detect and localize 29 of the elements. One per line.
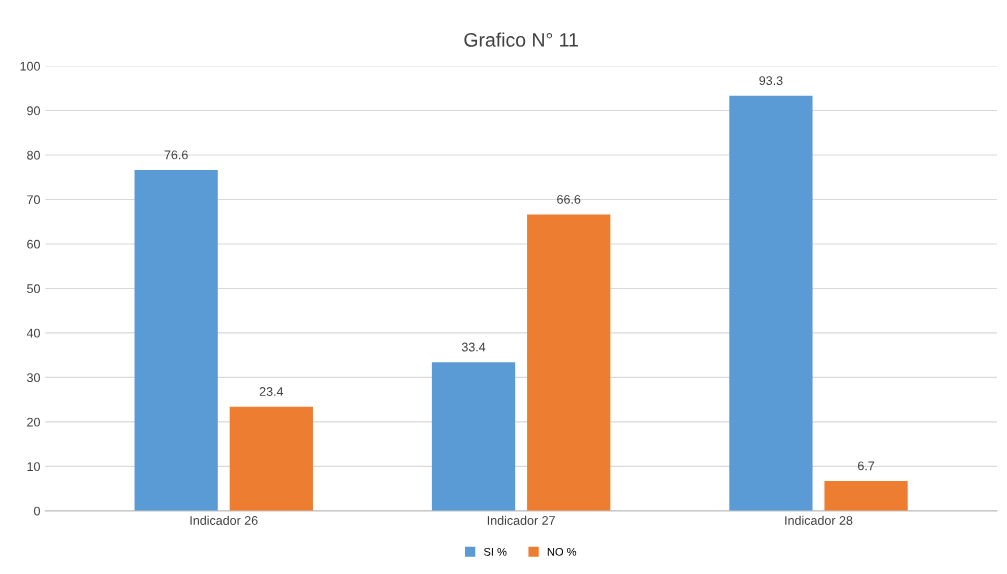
bar (729, 95, 813, 511)
y-tick-label: 0 (33, 506, 40, 516)
y-tick-label: 80 (27, 150, 40, 160)
bar (431, 362, 516, 511)
y-tick-label: 90 (27, 106, 40, 116)
y-tick-label: 60 (27, 239, 40, 249)
y-tick-label: 40 (26, 328, 40, 338)
data-label: 33.4 (461, 342, 486, 352)
data-label: 66.6 (557, 194, 581, 204)
y-tick-label: 10 (27, 462, 40, 472)
y-tick-label: 50 (27, 284, 40, 294)
chart-title: Grafico N° 11 (464, 32, 578, 47)
bar (824, 481, 908, 511)
y-tick-label: 20 (27, 417, 40, 427)
y-tick-label: 70 (27, 195, 40, 205)
y-tick-label: 100 (20, 61, 40, 71)
bar (527, 214, 611, 511)
x-tick-label: Indicador 27 (487, 515, 555, 525)
data-label: 23.4 (259, 387, 284, 396)
data-label: 6.7 (858, 461, 875, 471)
legend-label: SI % (483, 547, 507, 556)
bar (134, 170, 218, 511)
data-label: 93.3 (759, 76, 783, 86)
data-label: 76.6 (164, 150, 188, 160)
x-tick-label: Indicador 28 (785, 515, 853, 525)
legend-label: NO % (547, 547, 577, 556)
bar (229, 406, 313, 511)
x-tick-label: Indicador 26 (190, 515, 258, 525)
y-tick-label: 30 (27, 373, 40, 383)
